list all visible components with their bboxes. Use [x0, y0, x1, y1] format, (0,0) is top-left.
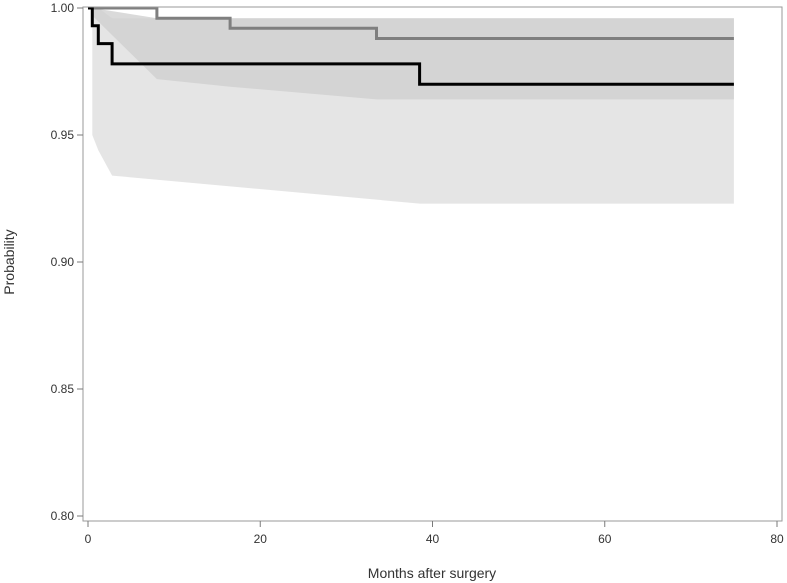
x-tick-label: 80: [770, 532, 784, 546]
confidence-bands: [92, 8, 734, 204]
axes: 0 20 40 60 80 0.80 0.85 0.90 0.95 1.00: [51, 1, 784, 546]
x-tick-label: 60: [598, 532, 612, 546]
y-tick-label: 0.80: [51, 509, 75, 523]
x-tick-label: 0: [85, 532, 92, 546]
confidence-band-2: [92, 8, 734, 204]
y-tick-label: 0.95: [51, 128, 75, 142]
y-tick-label: 0.85: [51, 382, 75, 396]
x-tick-label: 40: [426, 532, 440, 546]
survival-curves: [88, 6, 734, 86]
y-axis-label: Probability: [1, 229, 17, 294]
x-axis-label: Months after surgery: [368, 565, 496, 581]
survival-curve-2: [88, 6, 734, 86]
y-tick-label: 1.00: [51, 1, 75, 15]
y-tick-label: 0.90: [51, 255, 75, 269]
survival-curve-1: [88, 6, 734, 40]
x-tick-label: 20: [254, 532, 268, 546]
